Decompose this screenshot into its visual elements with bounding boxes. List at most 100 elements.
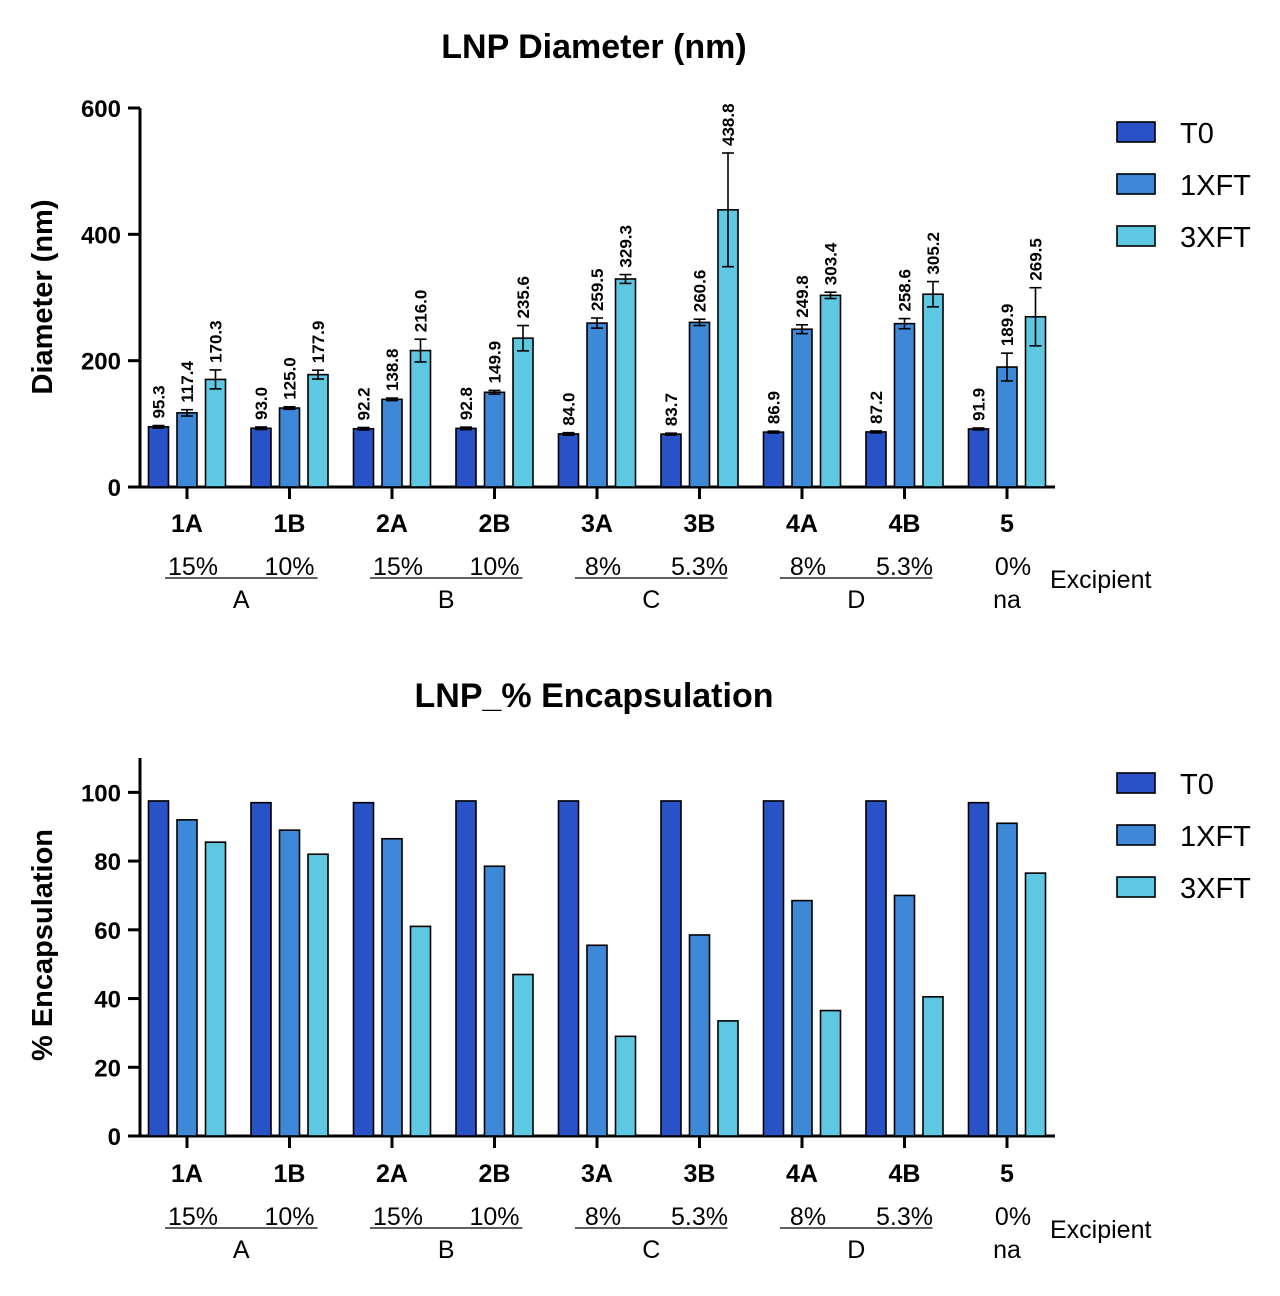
bar (1024, 872, 1047, 1137)
legend-label: 3XFT (1180, 222, 1251, 254)
bar (512, 337, 534, 488)
y-tick-label: 400 (81, 222, 121, 249)
bar (278, 407, 301, 488)
data-label: 216.0 (412, 290, 431, 333)
data-label: 438.8 (719, 103, 738, 146)
legend-swatch (1116, 824, 1156, 846)
y-tick-label: 20 (94, 1055, 121, 1082)
x-tick-label: 2B (479, 1160, 511, 1188)
data-label: 87.2 (867, 391, 886, 424)
excipient-label: 10% (264, 553, 314, 581)
data-label: 149.9 (486, 341, 505, 384)
data-label: 305.2 (924, 232, 943, 275)
bar (278, 829, 301, 1137)
y-tick-label: 200 (81, 349, 121, 376)
x-tick-label: 3A (581, 510, 613, 538)
bar (455, 800, 477, 1137)
group-label: D (847, 586, 865, 614)
data-label: 92.2 (355, 387, 374, 420)
excipient-label: 0% (995, 1203, 1031, 1231)
data-label: 329.3 (617, 225, 636, 268)
excipient-label: 5.3% (876, 553, 933, 581)
y-tick-label: 0 (108, 1124, 121, 1151)
excipient-label: 15% (168, 1203, 218, 1231)
data-label: 95.3 (150, 385, 169, 418)
x-tick-label: 1A (171, 1160, 203, 1188)
x-tick-label: 3B (684, 510, 716, 538)
bar (147, 800, 170, 1137)
x-tick-label: 4B (889, 510, 921, 538)
y-tick-label: 100 (81, 780, 121, 807)
bar (996, 366, 1018, 488)
bar (147, 426, 170, 488)
excipient-label: 5.3% (671, 1203, 728, 1231)
bar (688, 934, 711, 1137)
y-axis-title: Diameter (nm) (27, 200, 59, 395)
y-tick-label: 40 (94, 987, 121, 1014)
bar (307, 853, 329, 1137)
bar (614, 1035, 637, 1137)
bar (614, 278, 637, 488)
group-label: C (642, 586, 660, 614)
bar (176, 412, 198, 488)
x-tick-label: 1A (171, 510, 203, 538)
data-label: 138.8 (383, 349, 402, 392)
excipient-label: 8% (585, 1203, 621, 1231)
bar (586, 322, 608, 488)
bar (307, 373, 329, 488)
bar (922, 293, 944, 488)
bar (967, 428, 990, 488)
data-label: 189.9 (998, 304, 1017, 347)
bar (250, 801, 272, 1137)
data-label: 83.7 (662, 393, 681, 426)
bar (791, 899, 813, 1137)
chart-title: LNP_% Encapsulation (415, 677, 774, 715)
excipient-label: 0% (995, 553, 1031, 581)
bar (557, 800, 580, 1137)
bar (409, 349, 432, 488)
data-label: 235.6 (514, 276, 533, 319)
y-axis-title: % Encapsulation (27, 829, 59, 1061)
legend-swatch (1116, 772, 1156, 794)
y-tick-label: 0 (108, 475, 121, 502)
bar (717, 1020, 739, 1137)
group-label: B (438, 586, 455, 614)
bar (455, 427, 477, 488)
bar (819, 294, 842, 488)
bar (250, 427, 272, 488)
excipient-caption: Excipient (1050, 566, 1151, 594)
x-tick-label: 2A (376, 510, 408, 538)
data-label: 170.3 (207, 320, 226, 363)
legend-label: T0 (1180, 118, 1214, 150)
bar (865, 431, 887, 488)
bar (352, 801, 375, 1137)
x-tick-label: 4B (889, 1160, 921, 1188)
bar (893, 322, 916, 488)
y-tick-label: 60 (94, 918, 121, 945)
group-label: na (993, 586, 1021, 614)
data-label: 86.9 (765, 391, 784, 424)
data-label: 260.6 (691, 270, 710, 313)
bar (586, 944, 608, 1137)
data-label: 258.6 (896, 269, 915, 312)
data-label: 84.0 (560, 393, 579, 426)
bar (996, 822, 1018, 1137)
data-label: 177.9 (309, 321, 328, 364)
legend-swatch (1116, 876, 1156, 898)
bar (483, 391, 506, 488)
bar (791, 328, 813, 488)
x-tick-label: 4A (786, 510, 818, 538)
y-tick-label: 600 (81, 96, 121, 123)
legend-label: T0 (1180, 769, 1214, 801)
excipient-label: 15% (168, 553, 218, 581)
x-tick-label: 4A (786, 1160, 818, 1188)
x-tick-label: 5 (1000, 510, 1014, 538)
bar (381, 398, 403, 488)
bar (819, 1009, 842, 1137)
group-label: D (847, 1236, 865, 1264)
bar (176, 819, 198, 1137)
group-label: A (233, 586, 250, 614)
x-tick-label: 3B (684, 1160, 716, 1188)
excipient-label: 10% (469, 553, 519, 581)
